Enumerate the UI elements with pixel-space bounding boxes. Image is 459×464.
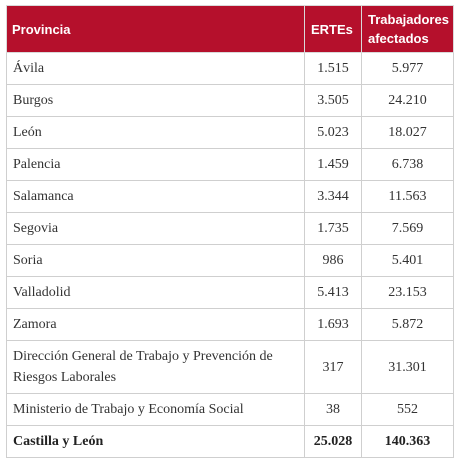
cell-ertes: 3.505 (304, 84, 362, 117)
cell-provincia: Valladolid (6, 276, 305, 309)
cell-ertes: 5.413 (304, 276, 362, 309)
table-row: Burgos 3.505 24.210 (6, 84, 454, 117)
cell-provincia: Zamora (6, 308, 305, 341)
cell-ertes: 1.515 (304, 52, 362, 85)
header-ertes: ERTEs (304, 5, 362, 53)
cell-provincia: Soria (6, 244, 305, 277)
erte-table: Provincia ERTEs Trabajadores afectados Á… (6, 5, 454, 458)
cell-provincia: Ávila (6, 52, 305, 85)
cell-ertes: 1.459 (304, 148, 362, 181)
cell-provincia: Dirección General de Trabajo y Prevenció… (6, 340, 305, 394)
table-row: Ávila 1.515 5.977 (6, 52, 454, 85)
cell-trabajadores: 552 (361, 393, 454, 426)
cell-trabajadores: 5.872 (361, 308, 454, 341)
table-row: Dirección General de Trabajo y Prevenció… (6, 340, 454, 394)
cell-trabajadores: 24.210 (361, 84, 454, 117)
header-trabajadores: Trabajadores afectados (361, 5, 454, 53)
cell-trabajadores: 5.977 (361, 52, 454, 85)
cell-provincia: Burgos (6, 84, 305, 117)
total-provincia: Castilla y León (6, 425, 305, 458)
cell-provincia: Segovia (6, 212, 305, 245)
cell-ertes: 1.693 (304, 308, 362, 341)
table-row: Zamora 1.693 5.872 (6, 308, 454, 341)
cell-ertes: 1.735 (304, 212, 362, 245)
cell-provincia: Palencia (6, 148, 305, 181)
total-ertes: 25.028 (304, 425, 362, 458)
cell-ertes: 3.344 (304, 180, 362, 213)
cell-trabajadores: 11.563 (361, 180, 454, 213)
table-row: Valladolid 5.413 23.153 (6, 276, 454, 309)
table-row: Ministerio de Trabajo y Economía Social … (6, 393, 454, 426)
total-row: Castilla y León 25.028 140.363 (6, 425, 454, 458)
table-row: Segovia 1.735 7.569 (6, 212, 454, 245)
cell-trabajadores: 18.027 (361, 116, 454, 149)
cell-trabajadores: 7.569 (361, 212, 454, 245)
cell-trabajadores: 6.738 (361, 148, 454, 181)
cell-trabajadores: 5.401 (361, 244, 454, 277)
table-row: Palencia 1.459 6.738 (6, 148, 454, 181)
cell-trabajadores: 31.301 (361, 340, 454, 394)
cell-provincia: Salamanca (6, 180, 305, 213)
cell-ertes: 38 (304, 393, 362, 426)
cell-trabajadores: 23.153 (361, 276, 454, 309)
cell-ertes: 986 (304, 244, 362, 277)
table-row: Salamanca 3.344 11.563 (6, 180, 454, 213)
cell-provincia: Ministerio de Trabajo y Economía Social (6, 393, 305, 426)
total-trabajadores: 140.363 (361, 425, 454, 458)
header-provincia: Provincia (6, 5, 305, 53)
cell-provincia: León (6, 116, 305, 149)
table-header-row: Provincia ERTEs Trabajadores afectados (6, 5, 454, 53)
table-row: León 5.023 18.027 (6, 116, 454, 149)
cell-ertes: 317 (304, 340, 362, 394)
cell-ertes: 5.023 (304, 116, 362, 149)
table-row: Soria 986 5.401 (6, 244, 454, 277)
